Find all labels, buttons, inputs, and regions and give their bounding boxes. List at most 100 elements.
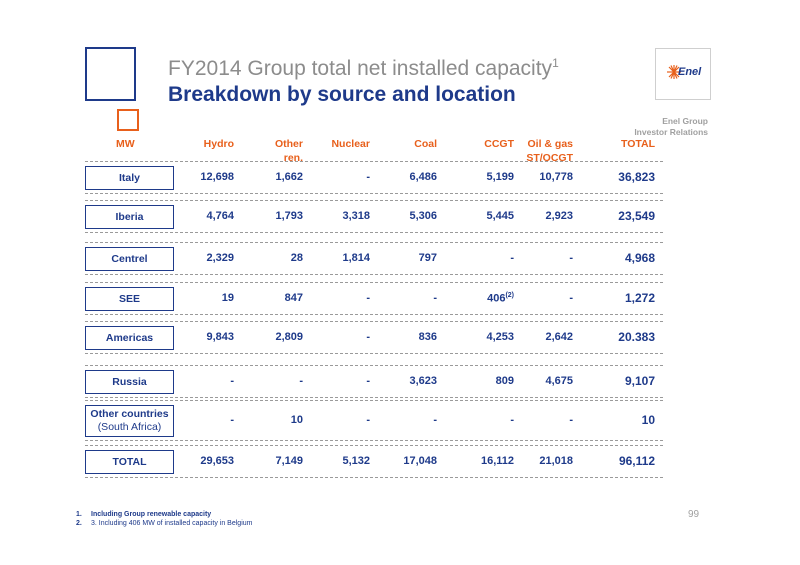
table-cell: -	[299, 375, 303, 387]
table-cell: 19	[222, 292, 234, 304]
cell-value: 3,318	[342, 210, 370, 222]
table-cell: 1,272	[625, 291, 655, 305]
table-cell: 4,968	[625, 251, 655, 265]
row-divider	[85, 282, 663, 283]
cell-value: 20.383	[618, 330, 655, 344]
row-divider	[85, 193, 663, 194]
cell-footnote-ref: (2)	[505, 292, 514, 299]
row-divider	[85, 274, 663, 275]
cell-value: 1,662	[275, 171, 303, 183]
column-header-5: CCGT	[484, 138, 514, 150]
cell-value: 836	[418, 331, 437, 343]
row-divider	[85, 353, 663, 354]
column-header-1: Hydro	[203, 138, 234, 150]
table-cell: 1,793	[275, 210, 303, 222]
table-cell: 10	[642, 413, 655, 427]
table-cell: 809	[496, 375, 514, 387]
row-label: TOTAL	[85, 450, 174, 474]
row-label-text: SEE	[118, 292, 140, 305]
enel-logo-icon	[667, 65, 681, 79]
cell-value: 29,653	[200, 455, 234, 467]
row-divider	[85, 321, 663, 322]
cell-value: 10	[641, 413, 655, 427]
cell-value: 19	[221, 292, 234, 304]
table-cell: 16,112	[481, 455, 514, 467]
row-label-text: TOTAL	[112, 455, 147, 468]
cell-value: 3,623	[409, 375, 437, 387]
column-header-3: Nuclear	[331, 138, 370, 150]
cell-value: -	[366, 375, 370, 387]
row-divider	[85, 232, 663, 233]
cell-value: 809	[495, 375, 514, 387]
row-divider	[85, 200, 663, 201]
row-divider	[85, 161, 663, 162]
table-cell: 17,048	[403, 455, 437, 467]
row-divider	[85, 397, 663, 398]
enel-logo-word: Enel	[678, 66, 702, 78]
row-divider	[85, 314, 663, 315]
table-cell: 797	[419, 252, 437, 264]
table-cell: 5,199	[486, 171, 514, 183]
cell-value: 36,823	[618, 170, 655, 184]
table-cell: 5,445	[486, 210, 514, 222]
row-label-text: Centrel	[111, 252, 148, 265]
table-cell: 2,809	[275, 331, 303, 343]
table-cell: 23,549	[618, 209, 655, 223]
row-label-text: Iberia	[115, 210, 144, 223]
footnote-1: 1. Including Group renewable capacity	[76, 511, 212, 518]
table-cell: 28	[291, 252, 303, 264]
table-cell: -	[366, 375, 370, 387]
table-cell: 1,814	[342, 252, 370, 264]
row-label-text: Russia	[112, 375, 147, 388]
cell-value: -	[569, 252, 573, 264]
table-cell: 12,698	[200, 171, 234, 183]
row-divider	[85, 242, 663, 243]
cell-value: 6,486	[409, 171, 437, 183]
cell-value: 16,112	[480, 455, 514, 467]
table-cell: 10,778	[539, 171, 573, 183]
cell-value: 847	[284, 292, 303, 304]
cell-value: -	[510, 414, 514, 426]
table-cell: 3,623	[409, 375, 437, 387]
table-cell: 2,642	[545, 331, 573, 343]
table-cell: -	[433, 414, 437, 426]
cell-value: -	[230, 414, 234, 426]
cell-value: 5,445	[486, 210, 514, 222]
cell-value: 1,272	[624, 291, 655, 305]
cell-value: 10	[290, 414, 303, 426]
cell-value: -	[433, 292, 437, 304]
row-label: Italy	[85, 166, 174, 190]
row-label: Iberia	[85, 205, 174, 229]
table-cell: -	[569, 252, 573, 264]
cell-value: 28	[290, 252, 303, 264]
cell-value: 2,809	[275, 331, 303, 343]
cell-value: 12,698	[200, 171, 234, 183]
table-cell: 5,132	[342, 455, 370, 467]
table-cell: 9,843	[206, 331, 234, 343]
cell-value: 1,814	[342, 252, 370, 264]
row-divider	[85, 445, 663, 446]
footnote-2: 2. 3. Including 406 MW of installed capac…	[76, 520, 253, 527]
cell-value: 9,843	[206, 331, 234, 343]
row-divider	[85, 440, 663, 441]
cell-value: -	[366, 331, 370, 343]
cell-value: -	[433, 414, 437, 426]
table-cell: 847	[285, 292, 303, 304]
table-cell: 7,149	[275, 455, 303, 467]
table-cell: 29,653	[200, 455, 234, 467]
cell-value: -	[366, 171, 370, 183]
table-cell: -	[569, 414, 573, 426]
cell-value: 96,112	[618, 454, 655, 468]
cell-value: 10,778	[539, 171, 573, 183]
cell-value: 4,968	[624, 251, 655, 265]
row-label: Other countries (South Africa)	[85, 405, 174, 437]
table-cell: 96,112	[619, 454, 655, 468]
column-header-0: MW	[116, 138, 135, 150]
table-cell: 1,662	[275, 171, 303, 183]
column-header-7: TOTAL	[620, 138, 655, 150]
table-cell: 21,018	[539, 455, 573, 467]
cell-value: 406	[487, 292, 506, 305]
cell-value: 7,149	[275, 455, 303, 467]
cell-value: 2,329	[206, 252, 234, 264]
brand-caption: Enel Group Investor Relations	[634, 116, 708, 137]
